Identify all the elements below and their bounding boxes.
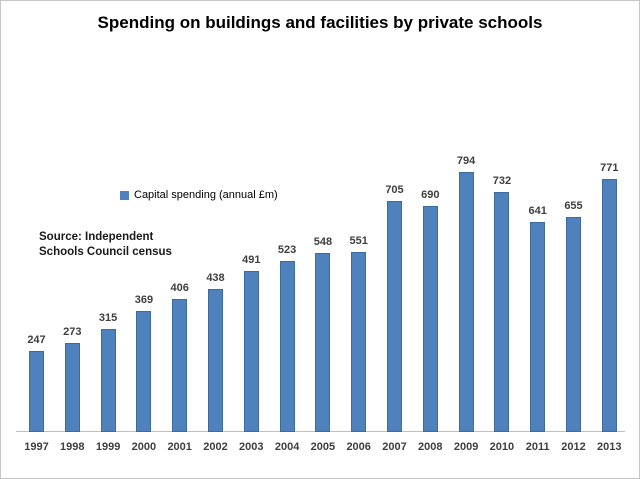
x-axis-label: 1999 [95, 441, 121, 453]
bar-2003 [243, 271, 259, 432]
bar-value-label: 794 [456, 155, 476, 167]
bar-value-label: 705 [385, 184, 404, 196]
x-axis-label: 2004 [274, 441, 300, 453]
x-axis-label: 2013 [597, 441, 622, 453]
bar-2001 [172, 299, 188, 432]
x-axis-label: 2005 [310, 441, 336, 453]
bar-2011 [530, 222, 546, 432]
bar-2006 [351, 252, 367, 432]
bar-2012 [566, 217, 581, 432]
x-axis-label: 2011 [525, 441, 550, 453]
bar-value-label: 732 [492, 175, 512, 187]
legend: Capital spending (annual £m) [120, 189, 278, 201]
bar-value-label: 491 [242, 254, 261, 266]
x-axis-label: 2003 [239, 441, 264, 453]
bar-2010 [494, 192, 510, 432]
bar-value-label: 247 [27, 334, 46, 346]
bar-value-label: 273 [63, 326, 82, 338]
chart-title: Spending on buildings and facilities by … [97, 13, 543, 32]
bar-value-label: 690 [421, 189, 440, 201]
x-axis-label: 1998 [60, 441, 85, 453]
bar-2009 [458, 172, 474, 432]
bar-value-label: 655 [564, 200, 583, 212]
x-axis-label: 1997 [24, 441, 49, 453]
bar-value-label: 369 [134, 294, 154, 306]
bar-value-label: 548 [313, 236, 333, 248]
bar-1999 [100, 329, 116, 432]
legend-marker-icon [120, 190, 129, 200]
bar-value-label: 406 [170, 282, 189, 294]
x-axis-label: 2008 [418, 441, 443, 453]
bar-2008 [422, 206, 438, 432]
x-axis-label: 2012 [561, 441, 586, 453]
bar-value-label: 641 [528, 205, 547, 217]
x-axis-label: 2010 [489, 441, 515, 453]
bar-2013 [601, 179, 617, 432]
bar-2002 [208, 289, 223, 432]
bar-1998 [64, 343, 80, 432]
bar-value-label: 315 [98, 312, 118, 324]
source-note: Source: Independent Schools Council cens… [39, 231, 172, 258]
bar-2000 [136, 311, 152, 432]
x-axis-label: 2009 [453, 441, 479, 453]
bar-2004 [279, 261, 295, 432]
x-axis-label: 2006 [346, 441, 371, 453]
bar-2005 [315, 253, 331, 432]
x-axis-label: 2007 [382, 441, 407, 453]
x-axis-label: 2002 [203, 441, 228, 453]
bar-value-label: 551 [349, 235, 368, 247]
legend-label: Capital spending (annual £m) [134, 189, 278, 201]
x-axis-label: 2001 [167, 441, 192, 453]
x-axis-label: 2000 [131, 441, 157, 453]
bar-value-label: 771 [600, 162, 619, 174]
bar-2007 [387, 201, 402, 432]
bar-1997 [29, 351, 44, 432]
bar-value-label: 523 [277, 244, 297, 256]
bar-value-label: 438 [206, 272, 225, 284]
